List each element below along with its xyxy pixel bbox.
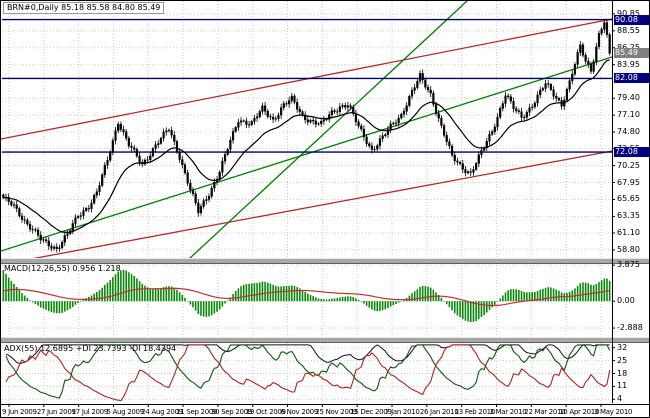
- price-tick-label: 61.10: [617, 227, 640, 237]
- macd-axis-label: -2.888: [617, 323, 643, 333]
- date-label: 22 Mar 2010: [524, 408, 566, 416]
- price-tick-label: 65.65: [617, 194, 640, 204]
- price-tick-label: 86.25: [617, 42, 640, 52]
- price-level-badge: 90.08: [614, 14, 649, 25]
- macd-axis-label: 3.875: [617, 260, 640, 270]
- adx-indicator-label: ADX(55) 12.6895 +DI 23.7393 -DI 18.4394: [4, 344, 177, 353]
- date-label: 13 Feb 2010: [454, 408, 496, 416]
- date-label: 25 Nov 2009: [315, 408, 357, 416]
- price-level-badge: 72.08: [614, 147, 649, 158]
- price-tick-label: 88.55: [617, 25, 640, 35]
- price-tick-label: 77.10: [617, 110, 640, 120]
- price-tick-label: 58.80: [617, 244, 640, 254]
- price-tick-label: 90.85: [617, 8, 640, 18]
- last-price-badge: 85.49: [614, 48, 649, 59]
- date-label: 30 Sep 2009: [210, 408, 252, 416]
- price-tick-label: 70.25: [617, 160, 640, 170]
- date-label: 6 Nov 2009: [280, 408, 319, 416]
- date-label: 7 Jan 2010: [385, 408, 420, 416]
- price-axis[interactable]: 90.8588.5586.2583.9579.4077.1074.8072.55…: [612, 1, 649, 404]
- date-label: 3 Mar 2010: [489, 408, 527, 416]
- date-label: 10 Apr 2010: [559, 408, 600, 416]
- macd-axis-label: 0.00: [617, 296, 635, 306]
- date-label: 19 Oct 2009: [245, 408, 286, 416]
- price-tick-label: 83.95: [617, 59, 640, 69]
- price-tick-label: 67.95: [617, 177, 640, 187]
- date-label: 26 Jan 2010: [419, 408, 459, 416]
- panel-separator-macd[interactable]: [1, 258, 649, 264]
- adx-axis-label: 11: [617, 381, 628, 391]
- price-tick-label: 79.40: [617, 93, 640, 103]
- date-label: 27 Jun 2009: [36, 408, 76, 416]
- chart-title: BRN#0,Daily 85.18 85.58 84.80 85.49: [3, 2, 165, 14]
- date-label: 24 Aug 2009: [141, 408, 183, 416]
- price-tick-label: 63.35: [617, 211, 640, 221]
- date-label: 3 May 2010: [593, 408, 633, 416]
- date-label: 15 Dec 2009: [350, 408, 392, 416]
- adx-axis-label: 4: [617, 394, 623, 404]
- date-label: 9 Jun 2009: [2, 408, 37, 416]
- date-label: 11 Sep 2009: [176, 408, 218, 416]
- price-tick-label: 74.80: [617, 127, 640, 137]
- adx-axis-label: 25: [617, 355, 628, 365]
- macd-indicator-label: MACD(12,26,55) 0.956 1.218: [4, 264, 121, 273]
- date-label: 5 Aug 2009: [106, 408, 144, 416]
- date-label: 17 Jul 2009: [71, 408, 109, 416]
- adx-axis-label: 32: [617, 342, 628, 352]
- panel-separator-adx[interactable]: [1, 337, 649, 343]
- date-axis[interactable]: 9 Jun 2009 27 Jun 2009 17 Jul 2009 5 Aug 20…: [1, 404, 649, 417]
- price-level-badge: 82.08: [614, 73, 649, 84]
- adx-axis-label: 18: [617, 368, 628, 378]
